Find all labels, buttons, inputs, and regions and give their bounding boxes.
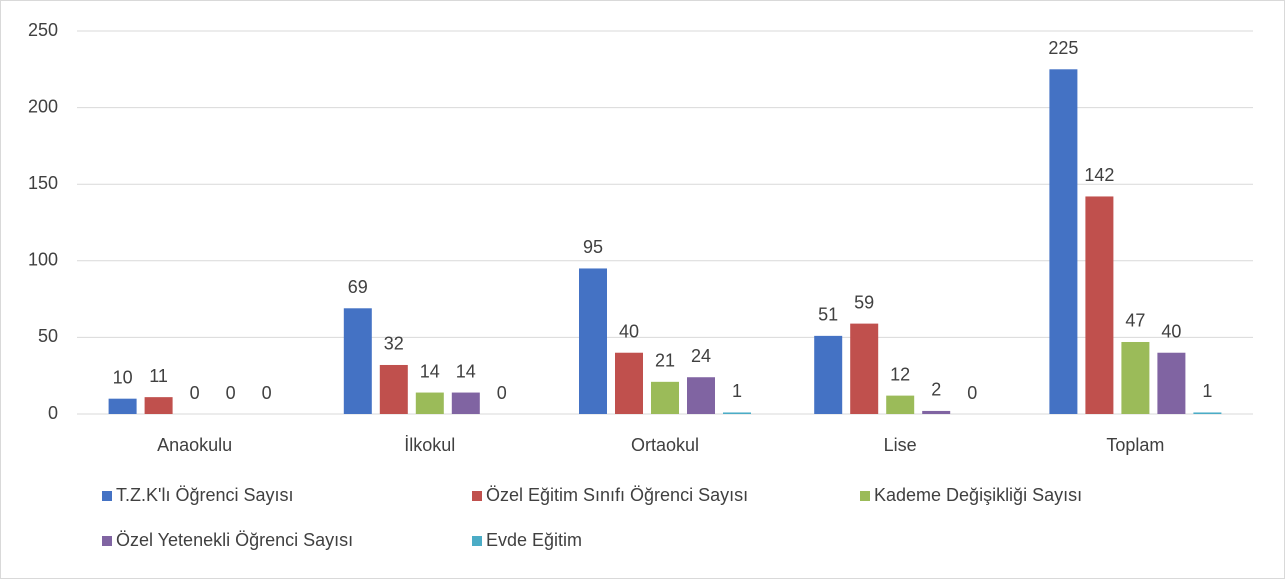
y-tick-label: 150 <box>28 173 58 193</box>
legend-label: T.Z.K'lı Öğrenci Sayısı <box>116 485 294 505</box>
bar <box>922 410 951 414</box>
x-tick-label: Ortaokul <box>631 435 699 455</box>
x-tick-label: İlkokul <box>404 435 455 455</box>
bar <box>1085 196 1114 414</box>
data-label: 225 <box>1048 38 1078 58</box>
data-label: 12 <box>890 364 910 384</box>
y-tick-label: 200 <box>28 96 58 116</box>
legend-label: Kademe Değişikliği Sayısı <box>874 485 1082 505</box>
data-label: 95 <box>583 237 603 257</box>
bar <box>850 323 879 414</box>
bar <box>1157 352 1186 414</box>
data-label: 14 <box>420 361 440 381</box>
legend-swatch <box>472 491 482 501</box>
x-tick-label: Anaokulu <box>157 435 232 455</box>
bar <box>451 392 480 414</box>
data-label: 10 <box>113 367 133 387</box>
x-tick-label: Toplam <box>1106 435 1164 455</box>
data-label: 40 <box>1161 321 1181 341</box>
data-label: 21 <box>655 351 675 371</box>
data-label: 0 <box>497 383 507 403</box>
y-tick-label: 250 <box>28 20 58 40</box>
data-label: 47 <box>1125 311 1145 331</box>
data-label: 69 <box>348 277 368 297</box>
data-label: 24 <box>691 346 711 366</box>
bar <box>108 398 137 414</box>
data-label: 2 <box>931 380 941 400</box>
bar <box>579 268 607 414</box>
bar <box>379 364 408 414</box>
data-label: 11 <box>149 366 168 386</box>
y-tick-label: 0 <box>48 403 58 423</box>
legend-label: Özel Eğitim Sınıfı Öğrenci Sayısı <box>486 485 748 505</box>
legend-label: Özel Yetenekli Öğrenci Sayısı <box>116 530 353 550</box>
data-label: 51 <box>818 305 838 325</box>
bar <box>814 335 843 414</box>
y-tick-label: 50 <box>38 326 58 346</box>
bar <box>687 377 715 414</box>
bar <box>1193 412 1222 414</box>
data-label: 0 <box>262 383 272 403</box>
bar <box>723 412 751 414</box>
data-label: 14 <box>456 361 476 381</box>
bar <box>144 397 173 414</box>
bar <box>886 395 915 414</box>
data-label: 1 <box>1202 381 1212 401</box>
y-tick-label: 100 <box>28 250 58 270</box>
bar <box>615 352 643 414</box>
data-label: 32 <box>384 334 404 354</box>
legend-label: Evde Eğitim <box>486 530 582 550</box>
legend-swatch <box>860 491 870 501</box>
data-label: 40 <box>619 321 639 341</box>
data-label: 0 <box>967 383 977 403</box>
legend-swatch <box>102 491 112 501</box>
bar <box>1121 341 1150 414</box>
bar <box>651 381 679 414</box>
bar <box>415 392 444 414</box>
legend-swatch <box>102 536 112 546</box>
data-label: 0 <box>226 383 236 403</box>
bar <box>1049 69 1078 415</box>
bar <box>343 308 372 414</box>
x-tick-label: Lise <box>884 435 917 455</box>
data-label: 0 <box>190 383 200 403</box>
data-label: 1 <box>732 381 742 401</box>
data-label: 142 <box>1084 165 1114 185</box>
data-label: 59 <box>854 292 874 312</box>
legend-swatch <box>472 536 482 546</box>
